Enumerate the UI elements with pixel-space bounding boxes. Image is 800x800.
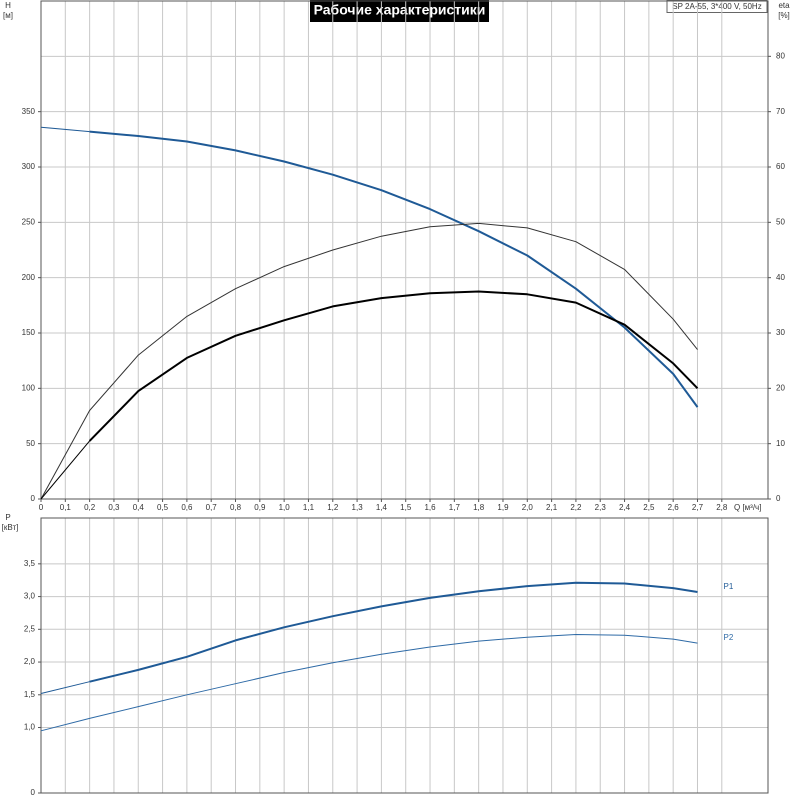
x-tick-label: 0,8 xyxy=(230,503,242,512)
y-tick-label: 200 xyxy=(22,273,36,282)
x-tick-label: 2,7 xyxy=(692,503,704,512)
chart-title: Рабочие характеристики xyxy=(314,2,486,18)
x-axis-label: Q [м³/ч] xyxy=(734,503,761,512)
y-tick-label: 1,5 xyxy=(24,690,36,699)
y-axis-label: H xyxy=(5,1,11,10)
x-tick-label: 2,5 xyxy=(643,503,655,512)
y2-tick-label: 20 xyxy=(776,383,785,392)
series-label: P2 xyxy=(723,633,733,642)
data-line xyxy=(88,290,699,442)
y-tick-label: 3,5 xyxy=(24,559,36,568)
x-tick-label: 2,4 xyxy=(619,503,631,512)
y-tick-label: 1,0 xyxy=(24,723,36,732)
x-tick-label: 2,1 xyxy=(546,503,558,512)
y-tick-label: 50 xyxy=(26,439,35,448)
y-tick-label: 150 xyxy=(22,328,36,337)
x-tick-label: 0,1 xyxy=(60,503,72,512)
plot-frame xyxy=(40,0,769,500)
x-tick-label: 0 xyxy=(39,503,44,512)
y2-axis-unit: [%] xyxy=(778,11,790,20)
y-tick-label: 0 xyxy=(31,494,36,503)
plot-frame xyxy=(40,517,769,794)
x-tick-label: 0,3 xyxy=(108,503,120,512)
data-line xyxy=(40,222,698,500)
data-line xyxy=(40,126,90,133)
y2-tick-label: 50 xyxy=(776,217,785,226)
data-line xyxy=(89,130,699,408)
y-tick-label: 0 xyxy=(31,788,36,797)
x-tick-label: 0,4 xyxy=(133,503,145,512)
data-line xyxy=(40,634,698,732)
x-tick-label: 1,8 xyxy=(473,503,485,512)
x-tick-label: 0,5 xyxy=(157,503,169,512)
y2-tick-label: 30 xyxy=(776,328,785,337)
x-tick-label: 2,6 xyxy=(668,503,680,512)
x-tick-label: 2,2 xyxy=(570,503,582,512)
y2-tick-label: 10 xyxy=(776,439,785,448)
y-tick-label: 300 xyxy=(22,162,36,171)
x-tick-label: 0,9 xyxy=(254,503,266,512)
x-tick-label: 1,0 xyxy=(279,503,291,512)
y-tick-label: 100 xyxy=(22,383,36,392)
y-axis-unit: [м] xyxy=(3,11,13,20)
y-tick-label: 250 xyxy=(22,217,36,226)
x-tick-label: 2,3 xyxy=(595,503,607,512)
x-tick-label: 1,5 xyxy=(400,503,412,512)
y-axis-unit: [кВт] xyxy=(2,523,19,532)
series-label: P1 xyxy=(723,582,733,591)
y2-tick-label: 80 xyxy=(776,51,785,60)
annotation: SP 2A-55, 3*400 V, 50Hz xyxy=(672,2,761,11)
x-tick-label: 1,7 xyxy=(449,503,461,512)
x-tick-label: 0,6 xyxy=(181,503,193,512)
data-line xyxy=(40,440,90,500)
x-tick-label: 0,2 xyxy=(84,503,96,512)
x-tick-label: 1,9 xyxy=(497,503,509,512)
y-tick-label: 2,0 xyxy=(24,657,36,666)
y2-tick-label: 70 xyxy=(776,107,785,116)
y-axis-label: P xyxy=(5,513,10,522)
x-tick-label: 2,8 xyxy=(716,503,728,512)
y-tick-label: 2,5 xyxy=(24,624,36,633)
x-tick-label: 2,0 xyxy=(522,503,534,512)
x-tick-label: 1,2 xyxy=(327,503,339,512)
x-tick-label: 1,6 xyxy=(424,503,436,512)
y2-tick-label: 40 xyxy=(776,273,785,282)
data-line xyxy=(40,681,90,694)
x-tick-label: 1,1 xyxy=(303,503,315,512)
x-tick-label: 0,7 xyxy=(206,503,218,512)
x-tick-label: 1,3 xyxy=(352,503,364,512)
title-box xyxy=(310,0,489,22)
x-tick-label: 1,4 xyxy=(376,503,388,512)
y2-axis-label: eta xyxy=(778,1,790,10)
y2-tick-label: 60 xyxy=(776,162,785,171)
y-tick-label: 3,0 xyxy=(24,592,36,601)
data-line xyxy=(89,581,698,683)
y-tick-label: 350 xyxy=(22,107,36,116)
y2-tick-label: 0 xyxy=(776,494,781,503)
